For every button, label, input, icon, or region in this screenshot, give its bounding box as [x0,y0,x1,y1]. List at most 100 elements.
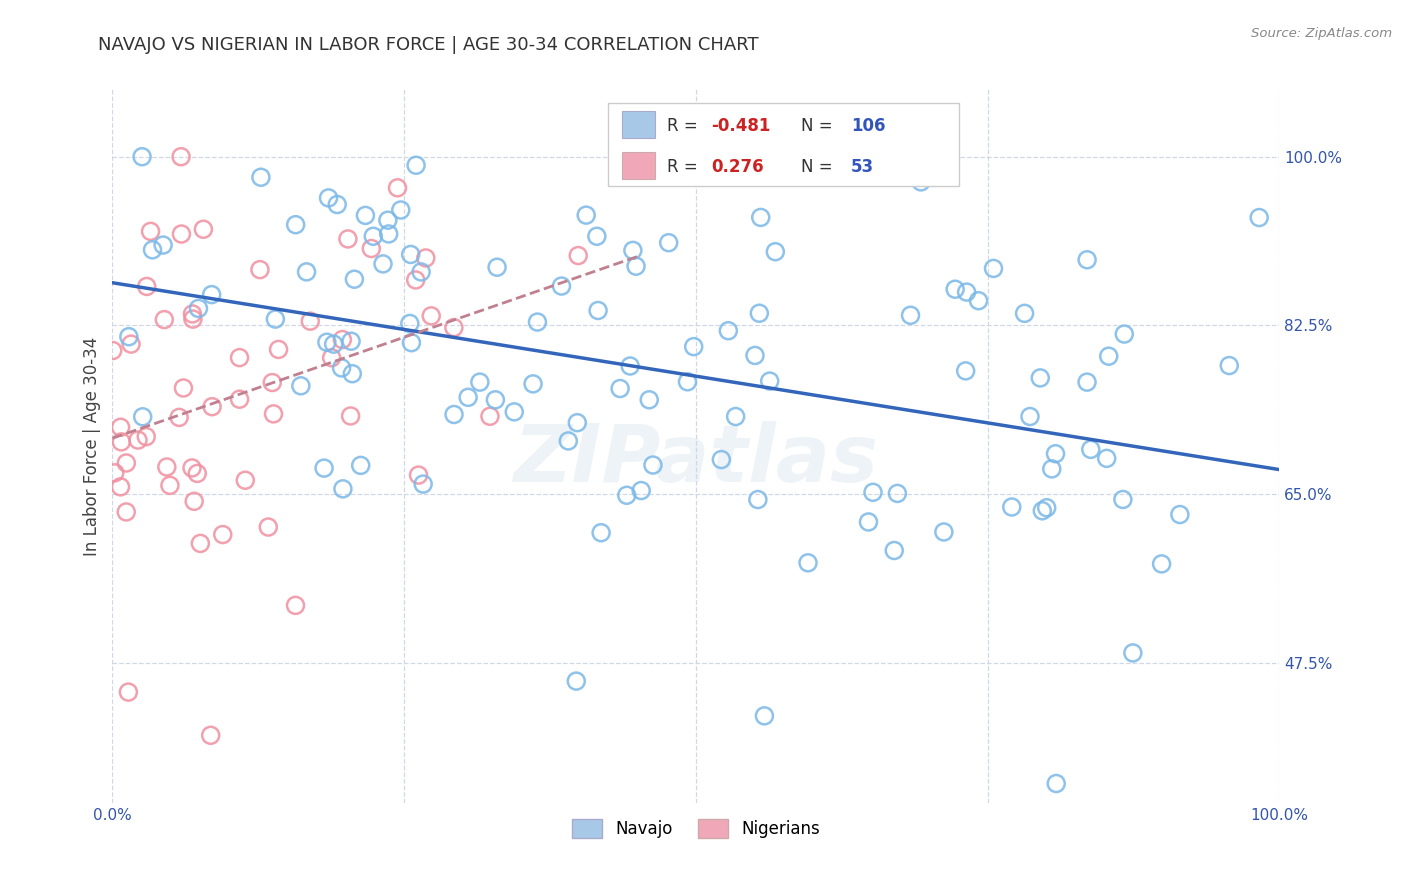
Point [586,229,609,244]
Point [377,213,399,227]
Bar [623,152,655,179]
Point [619,359,641,373]
Point [1122,646,1144,660]
Point [167,410,190,425]
Point [354,208,377,222]
Point [284,599,307,613]
Point [1249,211,1271,225]
Text: -0.481: -0.481 [711,118,770,136]
Point [862,485,884,500]
Point [710,452,733,467]
Point [1019,409,1042,424]
Point [332,333,354,347]
Point [186,467,208,481]
Point [797,556,820,570]
Point [190,536,212,550]
Point [360,242,382,256]
Point [486,260,509,275]
Point [342,367,364,381]
Point [110,420,132,434]
Point [135,429,157,443]
Point [267,343,290,357]
Point [110,480,132,494]
Point [932,524,955,539]
Point [900,308,922,322]
Point [616,488,638,502]
Point [387,181,409,195]
Point [641,458,664,472]
Point [758,374,780,388]
Point [1095,451,1118,466]
Point [263,407,285,421]
Point [443,320,465,334]
Point [858,515,880,529]
Point [550,279,572,293]
Point [118,329,141,343]
Point [377,227,399,241]
Point [115,456,138,470]
Point [233,473,256,487]
Point [201,287,224,301]
Point [676,375,699,389]
Point [1045,776,1067,790]
FancyBboxPatch shape [609,103,959,186]
Point [415,251,437,265]
Point [748,306,770,320]
Point [141,243,163,257]
Point [630,483,652,498]
Point [340,334,363,349]
Point [420,309,443,323]
Point [315,335,337,350]
Point [503,405,526,419]
Point [967,293,990,308]
Point [1001,500,1024,514]
Point [371,257,394,271]
Point [228,351,250,365]
Point [586,303,609,318]
Point [744,348,766,362]
Point [1035,500,1057,515]
Text: 106: 106 [851,118,886,136]
Point [312,461,335,475]
Bar [623,111,655,138]
Point [591,525,613,540]
Point [330,360,353,375]
Point [361,229,384,244]
Point [468,375,491,389]
Text: R =: R = [666,118,703,136]
Point [1014,306,1036,320]
Point [1029,371,1052,385]
Point [484,392,506,407]
Point [955,285,977,299]
Point [411,265,433,279]
Point [621,244,644,258]
Text: 53: 53 [851,159,875,177]
Point [159,478,181,492]
Point [101,343,124,358]
Point [682,340,704,354]
Point [170,227,193,241]
Point [321,351,343,365]
Point [299,314,322,328]
Point [332,482,354,496]
Point [170,150,193,164]
Point [295,265,318,279]
Point [1076,375,1098,389]
Point [201,400,224,414]
Point [443,408,465,422]
Point [567,416,589,430]
Point [526,315,548,329]
Point [120,337,142,351]
Text: N =: N = [801,118,838,136]
Point [181,312,204,326]
Point [228,392,250,407]
Point [567,249,589,263]
Point [747,492,769,507]
Point [284,218,307,232]
Point [262,376,284,390]
Text: NAVAJO VS NIGERIAN IN LABOR FORCE | AGE 30-34 CORRELATION CHART: NAVAJO VS NIGERIAN IN LABOR FORCE | AGE … [98,36,759,54]
Point [200,728,222,742]
Point [104,466,127,480]
Point [1150,557,1173,571]
Point [211,527,233,541]
